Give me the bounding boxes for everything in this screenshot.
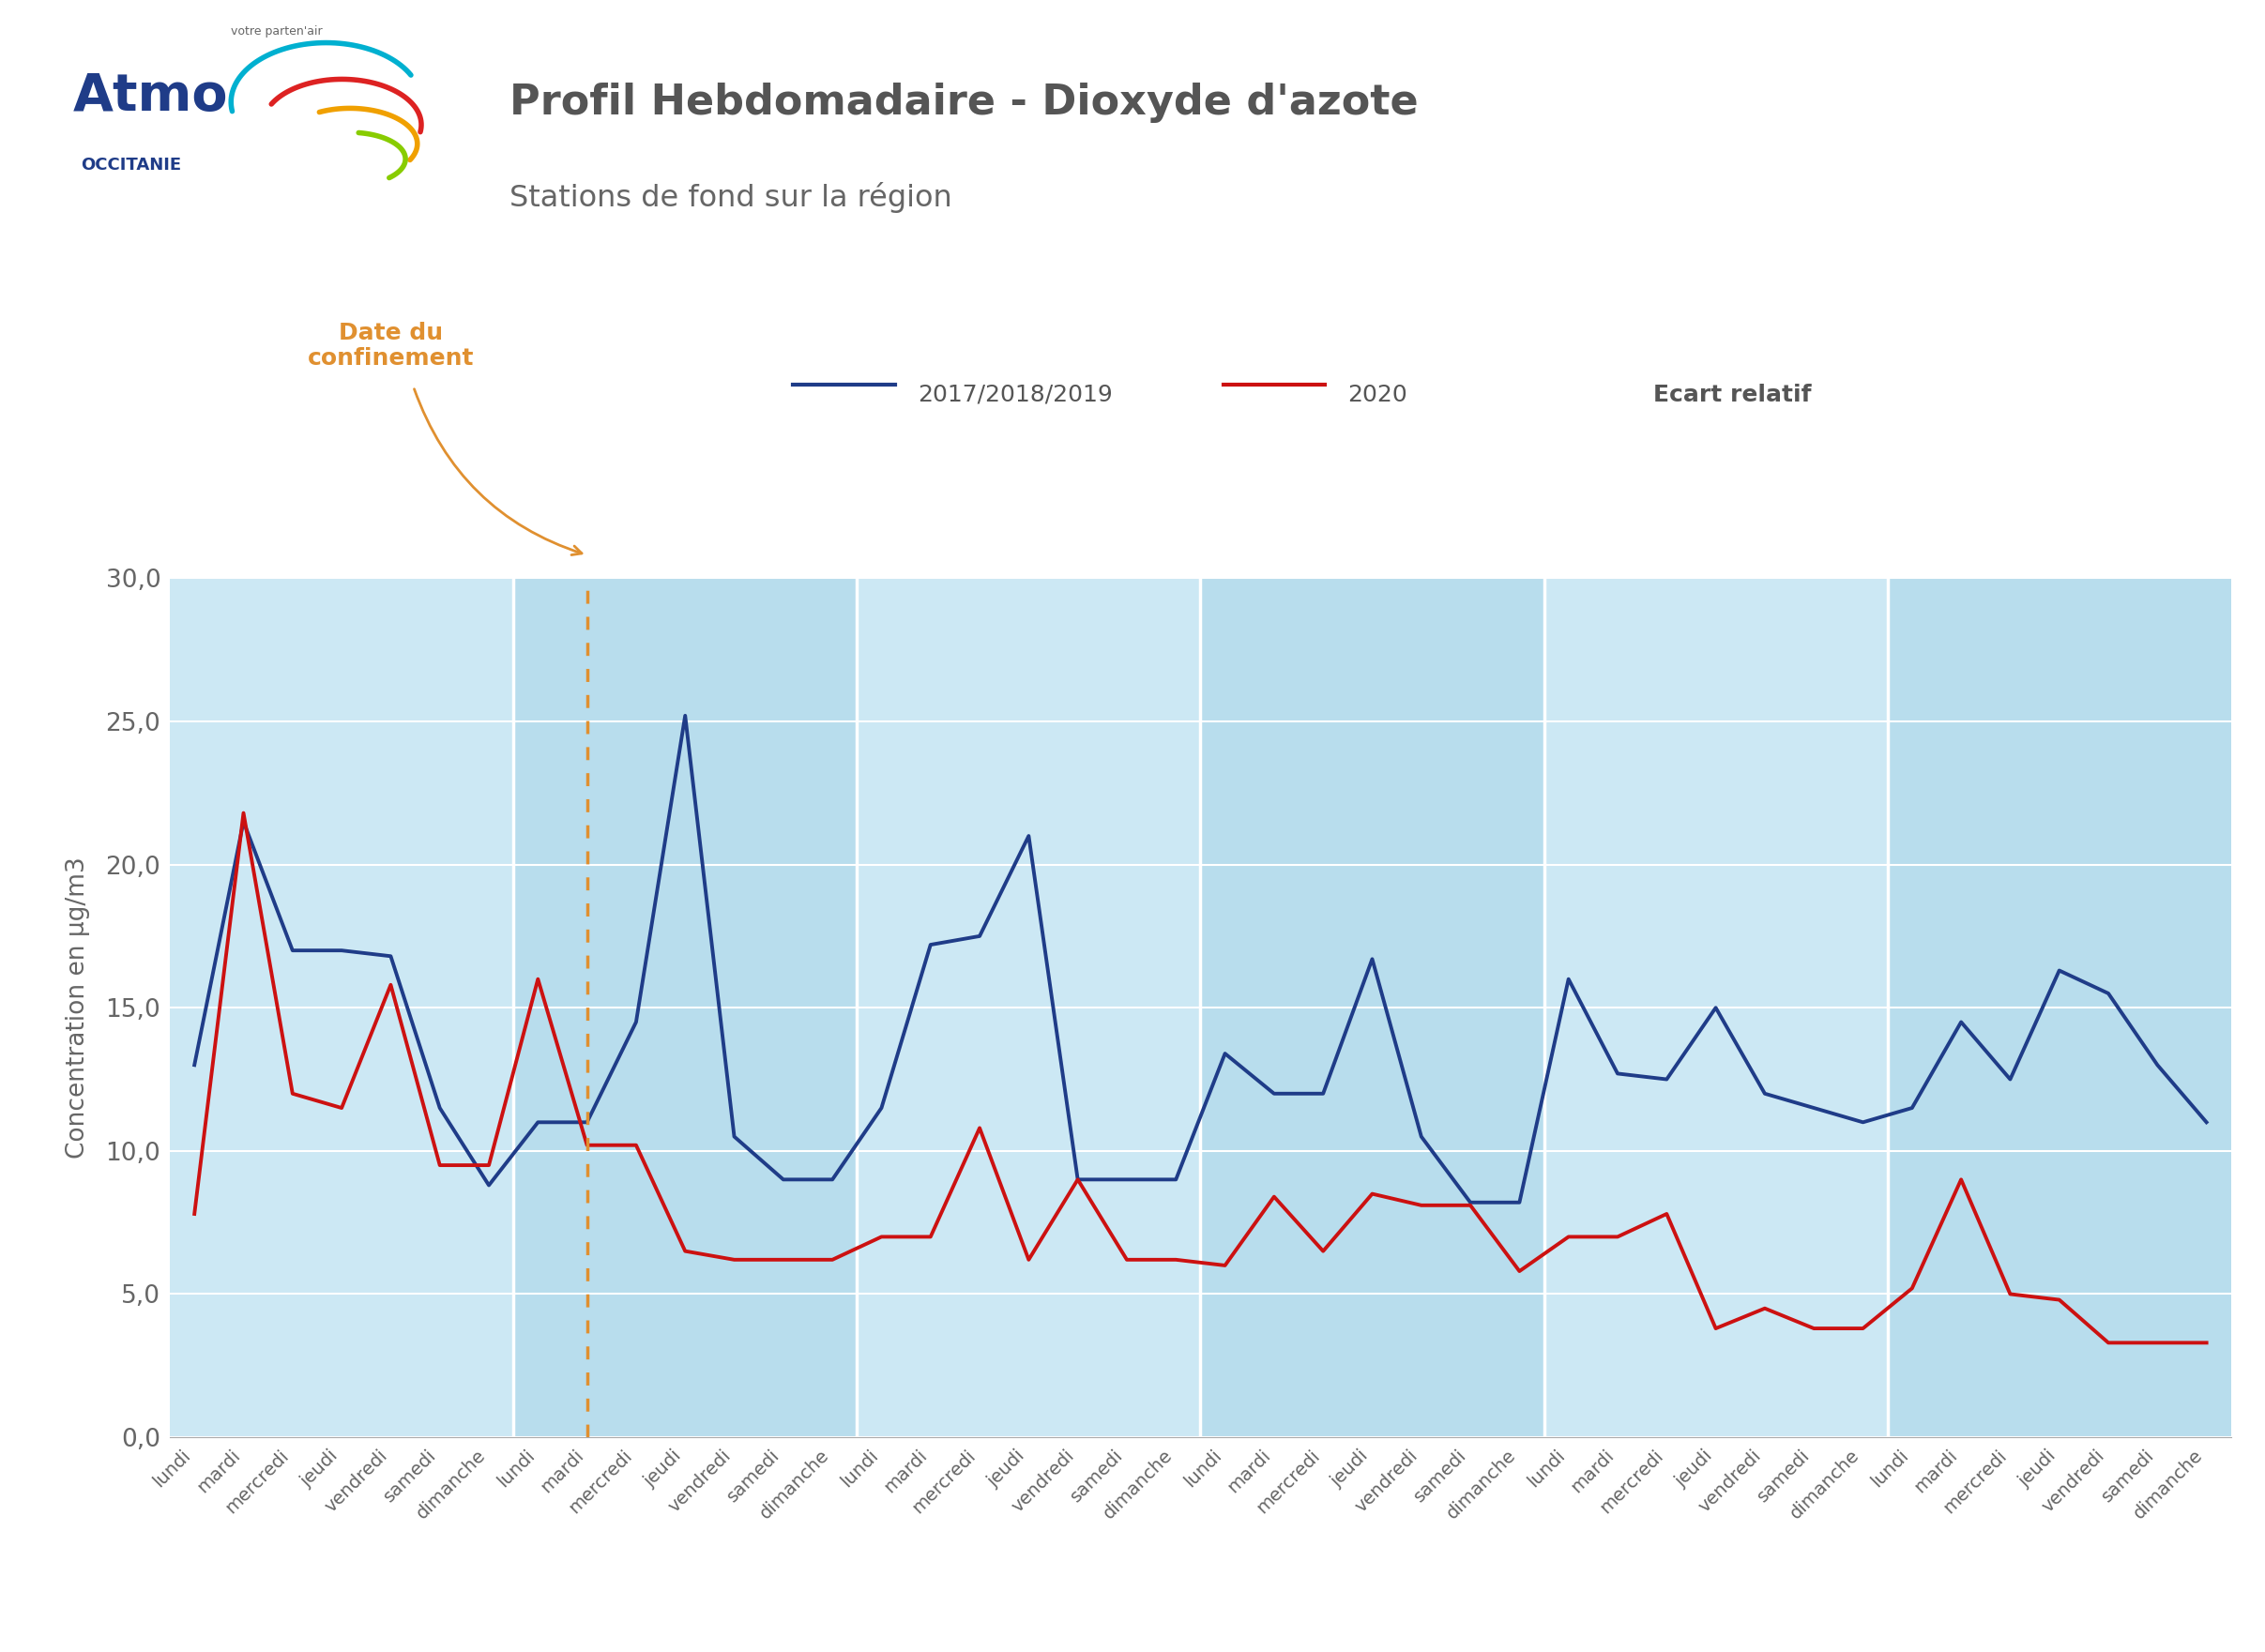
Text: - 35%: - 35%: [641, 529, 729, 555]
Bar: [1887, 578, 2231, 1437]
Text: 2020: 2020: [1348, 383, 1407, 406]
Text: semaine 12: semaine 12: [609, 468, 761, 491]
Bar: [1545, 578, 1887, 1437]
Text: Profil Hebdomadaire - Dioxyde d'azote: Profil Hebdomadaire - Dioxyde d'azote: [510, 83, 1418, 122]
Text: Stations de fond sur la région: Stations de fond sur la région: [510, 182, 951, 213]
Text: OCCITANIE: OCCITANIE: [82, 157, 181, 173]
Text: - 51%: - 51%: [983, 529, 1074, 555]
Text: - 44%: - 44%: [1327, 529, 1418, 555]
Text: Date du
confinement: Date du confinement: [308, 322, 473, 370]
Bar: [514, 578, 856, 1437]
Bar: [856, 578, 1200, 1437]
Text: semaine 13: semaine 13: [954, 468, 1105, 491]
Text: 2017/2018/2019: 2017/2018/2019: [917, 383, 1112, 406]
Bar: [170, 578, 514, 1437]
Text: Ecart relatif: Ecart relatif: [1653, 383, 1812, 406]
Text: semaine 14: semaine 14: [1296, 468, 1447, 491]
Text: - 9%: - 9%: [306, 529, 376, 555]
Text: Atmo: Atmo: [72, 71, 229, 122]
Text: - 51%: - 51%: [1672, 529, 1760, 555]
Text: semaine 11: semaine 11: [265, 468, 417, 491]
Text: semaine 15: semaine 15: [1640, 468, 1792, 491]
Text: - 62%: - 62%: [2014, 529, 2104, 555]
Text: semaine 16: semaine 16: [1984, 468, 2136, 491]
Bar: [1200, 578, 1545, 1437]
Y-axis label: Concentration en µg/m3: Concentration en µg/m3: [66, 857, 91, 1158]
Text: votre parten'air: votre parten'air: [231, 26, 322, 38]
